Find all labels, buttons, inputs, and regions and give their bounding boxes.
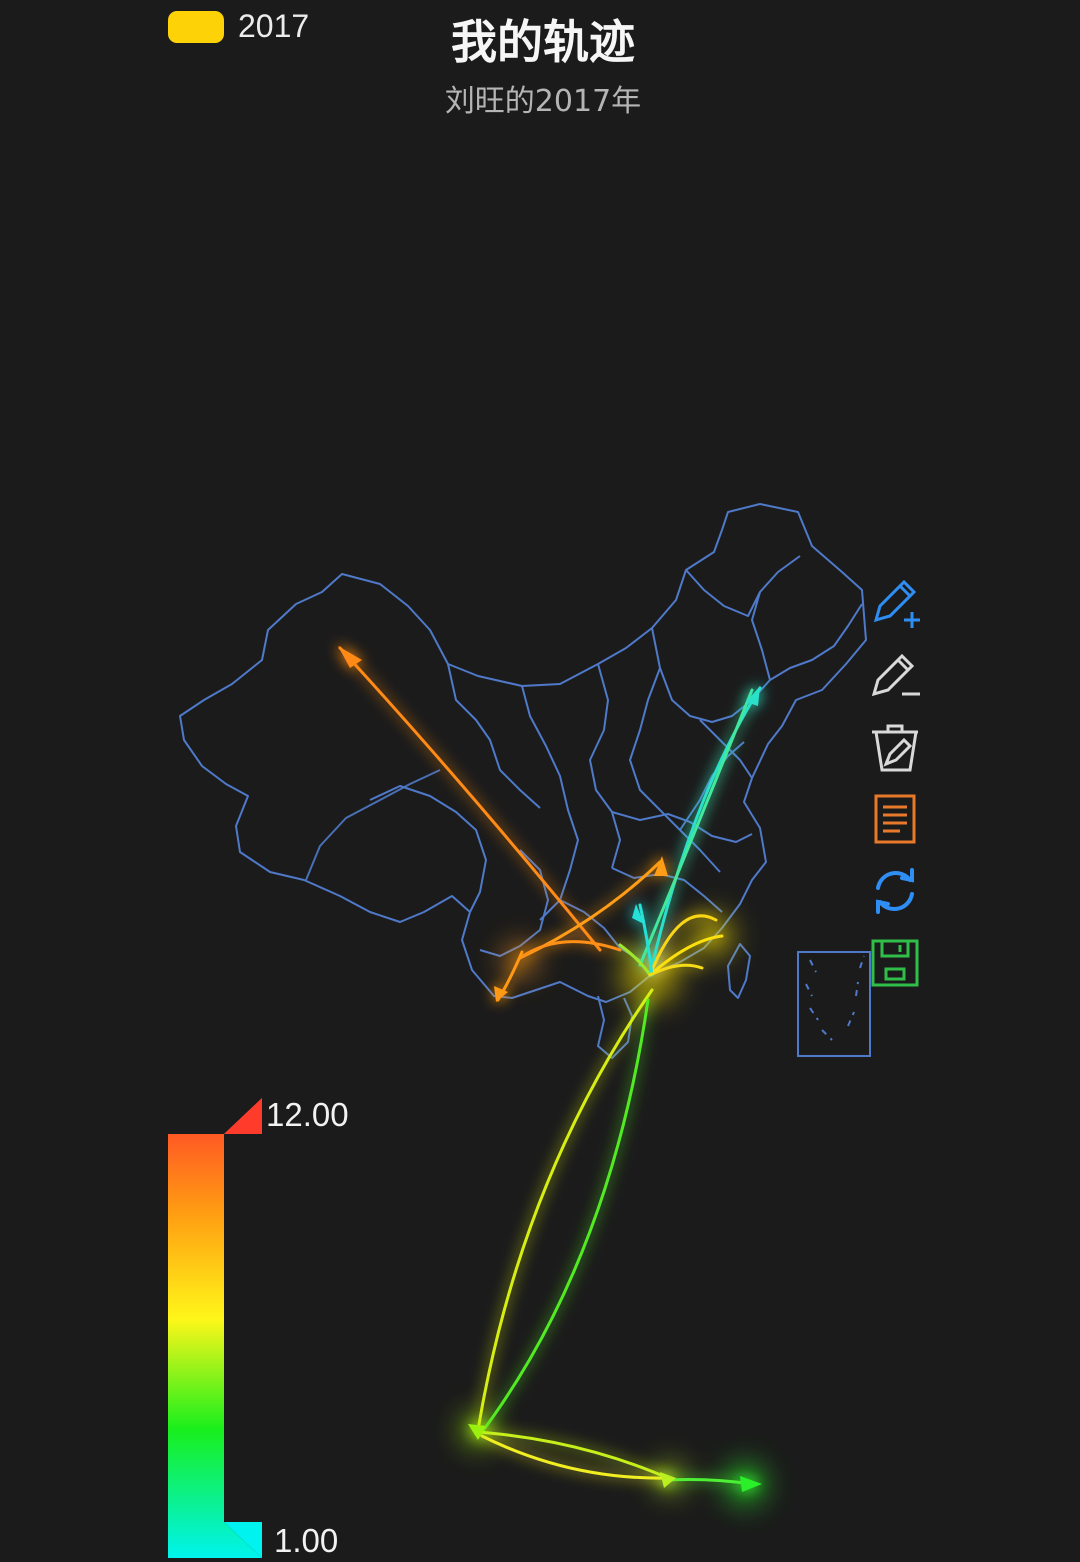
south-sea-inset: [797, 951, 871, 1057]
clear-tracks-icon[interactable]: [866, 718, 924, 776]
trajectory-glow: [460, 914, 767, 1506]
legend-swatch: [168, 10, 224, 43]
list-document-icon[interactable]: [866, 790, 924, 848]
legend-year-label: 2017: [238, 8, 310, 44]
year-legend[interactable]: 2017: [168, 8, 309, 45]
add-track-pen-icon[interactable]: [866, 574, 924, 632]
page-title: 我的轨迹: [451, 15, 635, 69]
save-icon[interactable]: [866, 934, 924, 992]
scale-max-label: 12.00: [266, 1096, 349, 1133]
remove-track-pen-icon[interactable]: [866, 646, 924, 704]
trajectory-arcs: [338, 646, 762, 1486]
value-scale-bar: [168, 1098, 262, 1558]
refresh-icon[interactable]: [866, 862, 924, 920]
scale-min-label: 1.00: [274, 1522, 339, 1559]
trajectory-arrowheads: [338, 646, 762, 1492]
page-subtitle: 刘旺的2017年: [444, 84, 642, 119]
china-map-outline: [179, 503, 867, 1059]
